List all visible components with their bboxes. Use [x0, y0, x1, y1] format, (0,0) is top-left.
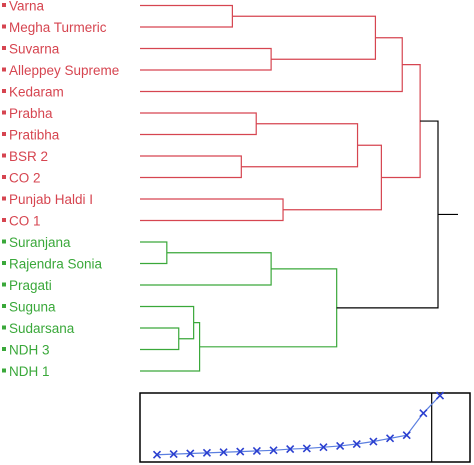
- scree-point: [369, 437, 378, 446]
- leaf-marker: [2, 347, 6, 351]
- scree-point: [252, 446, 261, 456]
- leaf-label: BSR 2: [9, 149, 48, 164]
- leaf-label: Suguna: [9, 300, 56, 315]
- scree-point: [236, 447, 245, 456]
- scree-point-stroke: [252, 446, 261, 456]
- leaf-label: Varna: [9, 0, 45, 14]
- scree-point-stroke: [302, 444, 311, 453]
- leaf-marker: [2, 89, 6, 93]
- leaf-marker: [2, 282, 6, 287]
- leaf-labels: Varna Megha Turmeric Suvarna Alleppey Supre…: [2, 0, 119, 379]
- scree-point: [352, 439, 361, 449]
- scree-point-stroke: [352, 439, 361, 449]
- leaf-marker: [2, 3, 6, 7]
- merge-branch: [140, 327, 180, 351]
- leaf-label: Suvarna: [9, 42, 60, 57]
- scree-point: [419, 409, 428, 418]
- merge-branch: [140, 198, 284, 222]
- scree-frame: [139, 392, 471, 463]
- scree-point-stroke: [269, 446, 278, 455]
- merge-branch: [140, 305, 195, 340]
- leaf-marker: [2, 239, 6, 244]
- scree-point: [186, 449, 195, 458]
- leaf-label: NDH 3: [9, 343, 50, 358]
- scree-point-stroke: [286, 445, 295, 454]
- scree-point: [286, 445, 295, 454]
- merge-branch: [381, 64, 421, 179]
- scree-point: [336, 441, 345, 450]
- scree-point-stroke: [435, 391, 445, 400]
- leaf-marker: [2, 175, 6, 179]
- leaf-marker: [2, 261, 6, 265]
- leaf-marker: [2, 46, 6, 50]
- leaf-marker: [2, 24, 6, 29]
- leaf-label: Alleppey Supreme: [9, 63, 119, 78]
- leaf-label: Prabha: [9, 106, 53, 121]
- scree-point: [219, 448, 228, 457]
- merge-branch: [336, 120, 439, 309]
- scree-point: [385, 434, 395, 443]
- leaf-marker: [2, 196, 6, 201]
- merge-branch: [199, 268, 338, 348]
- scree-point-stroke: [385, 434, 395, 443]
- merge-branch: [140, 241, 168, 265]
- scree-point: [435, 391, 445, 400]
- merge-branch: [140, 4, 233, 28]
- leaf-marker: [2, 153, 6, 158]
- leaf-marker: [2, 304, 6, 308]
- leaf-marker: [2, 132, 6, 136]
- leaf-label: Rajendra Sonia: [9, 257, 103, 272]
- scree-line: [156, 395, 441, 456]
- scree-point: [319, 443, 328, 452]
- scree-point: [302, 444, 311, 453]
- scree-point-stroke: [152, 450, 162, 459]
- scree-point-stroke: [402, 431, 411, 440]
- scree-point-stroke: [219, 448, 228, 457]
- merge-branch: [241, 123, 359, 168]
- merge-branch: [140, 252, 272, 286]
- leaf-marker: [2, 110, 6, 115]
- scree-point-stroke: [186, 449, 195, 458]
- scree-point-stroke: [369, 437, 378, 446]
- merge-branch: [283, 144, 382, 211]
- scree-point-stroke: [169, 450, 178, 459]
- leaf-label: Kedaram: [9, 85, 64, 100]
- scree-point: [269, 446, 278, 455]
- merge-branch: [232, 15, 377, 60]
- leaf-label: Megha Turmeric: [9, 20, 107, 35]
- merge-branch: [140, 322, 201, 372]
- scree-point-stroke: [419, 409, 428, 418]
- scree-plot: [139, 391, 471, 463]
- scree-point-stroke: [202, 448, 212, 457]
- leaf-marker: [2, 218, 6, 222]
- scree-point-stroke: [336, 441, 345, 450]
- leaf-label: Sudarsana: [9, 321, 75, 336]
- leaf-label: Punjab Haldi I: [9, 192, 93, 207]
- dendrogram-branches: [140, 4, 458, 372]
- scree-point: [402, 431, 411, 440]
- merge-branch: [140, 112, 257, 136]
- leaf-label: Pragati: [9, 278, 52, 293]
- scree-point: [202, 448, 212, 457]
- scree-point-stroke: [319, 443, 328, 452]
- merge-branch: [140, 47, 272, 71]
- leaf-marker: [2, 67, 6, 72]
- leaf-label: CO 2: [9, 171, 41, 186]
- scree-point-stroke: [236, 447, 245, 456]
- leaf-marker: [2, 325, 6, 330]
- scree-point: [152, 450, 162, 459]
- scree-point: [169, 450, 178, 459]
- leaf-label: NDH 1: [9, 364, 50, 379]
- leaf-label: Suranjana: [9, 235, 71, 250]
- leaf-label: Pratibha: [9, 128, 60, 143]
- leaf-label: CO 1: [9, 214, 41, 229]
- leaf-marker: [2, 368, 6, 373]
- merge-branch: [140, 155, 242, 179]
